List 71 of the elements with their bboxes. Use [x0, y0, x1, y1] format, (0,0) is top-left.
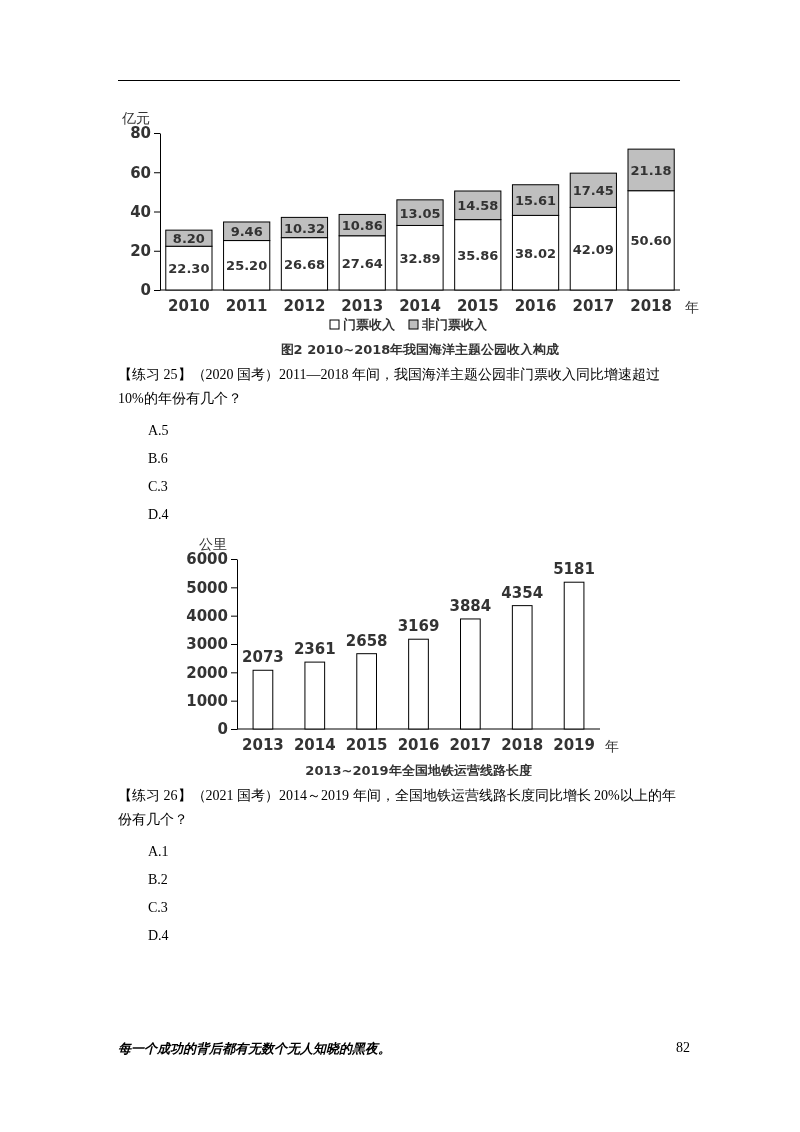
y-tick-label: 80	[130, 124, 151, 143]
y-axis-title: 公里	[199, 536, 227, 552]
x-tick-label: 2013	[341, 297, 384, 315]
text: D.4	[148, 927, 170, 945]
x-axis-title: 年	[605, 738, 619, 754]
data-label: 21.18	[630, 162, 672, 178]
y-tick-label: 0	[217, 720, 228, 739]
data-label: 26.68	[283, 256, 326, 272]
x-tick-label: 2010	[168, 297, 210, 315]
data-label: 50.60	[630, 233, 672, 249]
y-tick-label: 6000	[186, 550, 228, 569]
data-label: 32.89	[399, 250, 441, 266]
text: D.4	[148, 506, 170, 524]
x-tick-label: 2014	[399, 297, 441, 315]
data-label: 4354	[501, 583, 544, 602]
x-tick-label: 2015	[456, 297, 499, 315]
data-label: 35.86	[457, 247, 499, 263]
x-tick-label: 2011	[225, 297, 268, 315]
legend-label: 非门票收入	[421, 317, 488, 332]
data-label: 9.46	[230, 224, 263, 240]
y-tick-label: 1000	[186, 691, 228, 710]
data-label: 3169	[397, 617, 440, 636]
data-label: 42.09	[572, 241, 614, 257]
data-label: 13.05	[399, 205, 441, 221]
text: 【练习 26】（2021 国考）2014～2019 年间，全国地铁运营线路长度同比增长 20%以上的年份有几个？	[118, 787, 677, 829]
text: 82	[676, 1040, 690, 1055]
x-tick-label: 2013	[242, 736, 284, 754]
text: B.2	[148, 871, 169, 889]
data-label: 27.64	[341, 255, 383, 271]
data-label: 25.20	[226, 258, 268, 274]
y-tick-label: 4000	[186, 606, 228, 625]
data-label: 22.30	[168, 261, 210, 277]
text: B.6	[148, 450, 169, 468]
data-label: 2361	[293, 640, 336, 659]
y-tick-label: 3000	[186, 635, 228, 654]
y-tick-label: 60	[130, 163, 151, 182]
data-label: 2073	[242, 648, 284, 667]
text: C.3	[148, 478, 169, 496]
y-tick-label: 5000	[186, 578, 228, 597]
y-tick-label: 20	[130, 242, 151, 261]
y-axis-title: 亿元	[121, 110, 150, 126]
data-label: 10.86	[341, 218, 383, 234]
text: A.1	[148, 843, 170, 861]
text: C.3	[148, 899, 169, 917]
data-label: 38.02	[514, 245, 557, 261]
x-axis-title: 年	[685, 299, 699, 315]
data-label: 5181	[553, 560, 595, 579]
x-tick-label: 2012	[283, 297, 326, 315]
x-tick-label: 2016	[514, 297, 557, 315]
x-tick-label: 2018	[630, 297, 672, 315]
x-tick-label: 2016	[397, 736, 440, 754]
x-tick-label: 2015	[345, 736, 388, 754]
x-tick-label: 2014	[293, 736, 336, 754]
data-label: 14.58	[457, 198, 499, 214]
data-label: 2658	[345, 631, 388, 650]
x-tick-label: 2019	[553, 736, 595, 754]
data-label: 17.45	[572, 183, 614, 199]
data-label: 10.32	[283, 220, 326, 236]
text: 【练习 25】（2020 国考）2011—2018 年间，我国海洋主题公园非门票收入同比增速超过 10%的年份有几个？	[118, 366, 661, 408]
data-label: 8.20	[172, 231, 205, 247]
data-label: 15.61	[514, 193, 557, 209]
legend-label: 门票收入	[343, 317, 396, 332]
y-tick-label: 2000	[186, 663, 228, 682]
text: 每一个成功的背后都有无数个无人知晓的黑夜。	[118, 1041, 391, 1056]
x-tick-label: 2017	[449, 736, 492, 754]
y-tick-label: 40	[130, 202, 151, 221]
x-tick-label: 2017	[572, 297, 615, 315]
text: A.5	[148, 422, 170, 440]
x-tick-label: 2018	[501, 736, 544, 754]
data-label: 3884	[449, 596, 492, 615]
y-tick-label: 0	[140, 281, 151, 300]
